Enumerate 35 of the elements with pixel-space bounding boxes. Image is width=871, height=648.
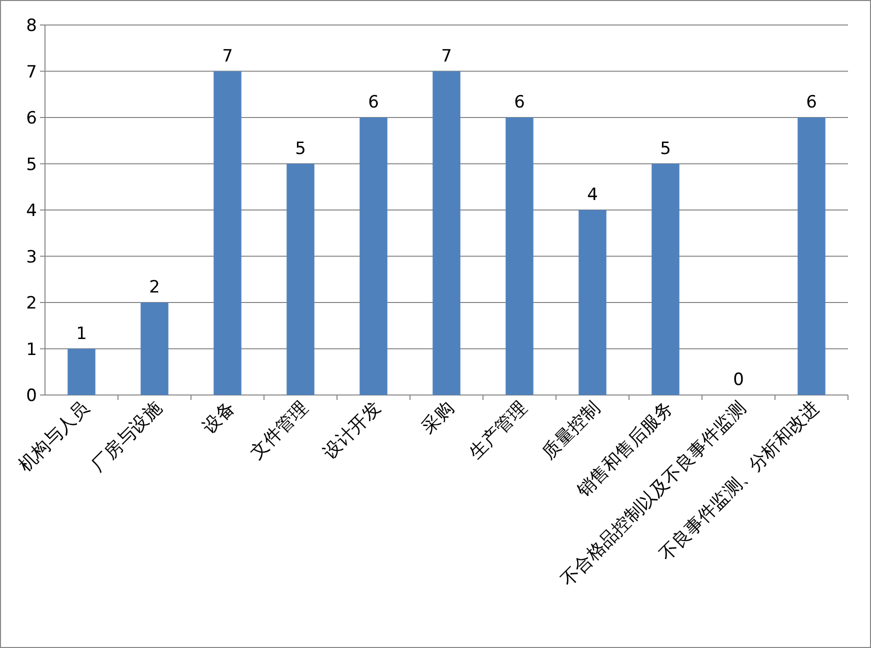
bar — [360, 118, 388, 395]
x-tick-label: 文件管理 — [246, 398, 312, 464]
y-tick-label: 2 — [26, 294, 37, 314]
x-tick-label: 设计开发 — [319, 398, 386, 464]
data-label: 6 — [368, 92, 379, 112]
x-tick-label: 生产管理 — [465, 398, 532, 464]
bar — [652, 164, 680, 395]
bar — [214, 71, 242, 395]
data-label: 5 — [660, 138, 671, 159]
bar — [578, 210, 606, 395]
bar — [506, 118, 534, 395]
y-tick-label: 7 — [26, 62, 37, 82]
data-label: 7 — [222, 46, 233, 66]
y-tick-label: 8 — [26, 16, 37, 36]
y-tick-label: 5 — [26, 154, 37, 175]
y-tick-label: 4 — [26, 201, 37, 221]
data-label: 2 — [149, 278, 160, 298]
data-label: 0 — [733, 370, 744, 390]
bar — [286, 164, 314, 395]
y-tick-label: 3 — [26, 247, 37, 268]
x-tick-label: 采购 — [418, 398, 458, 438]
bar — [68, 348, 96, 395]
x-tick-label: 设备 — [198, 398, 240, 438]
y-tick-label: 6 — [26, 108, 37, 128]
data-label: 6 — [514, 92, 525, 112]
data-label: 6 — [806, 92, 817, 112]
data-label: 5 — [295, 138, 306, 159]
data-label: 7 — [441, 46, 452, 66]
bar — [432, 71, 460, 395]
y-tick-label: 0 — [26, 386, 37, 406]
bar — [140, 302, 168, 395]
data-label: 4 — [587, 185, 598, 205]
data-label: 1 — [76, 324, 87, 344]
bar — [798, 118, 826, 395]
y-tick-label: 1 — [26, 340, 37, 360]
